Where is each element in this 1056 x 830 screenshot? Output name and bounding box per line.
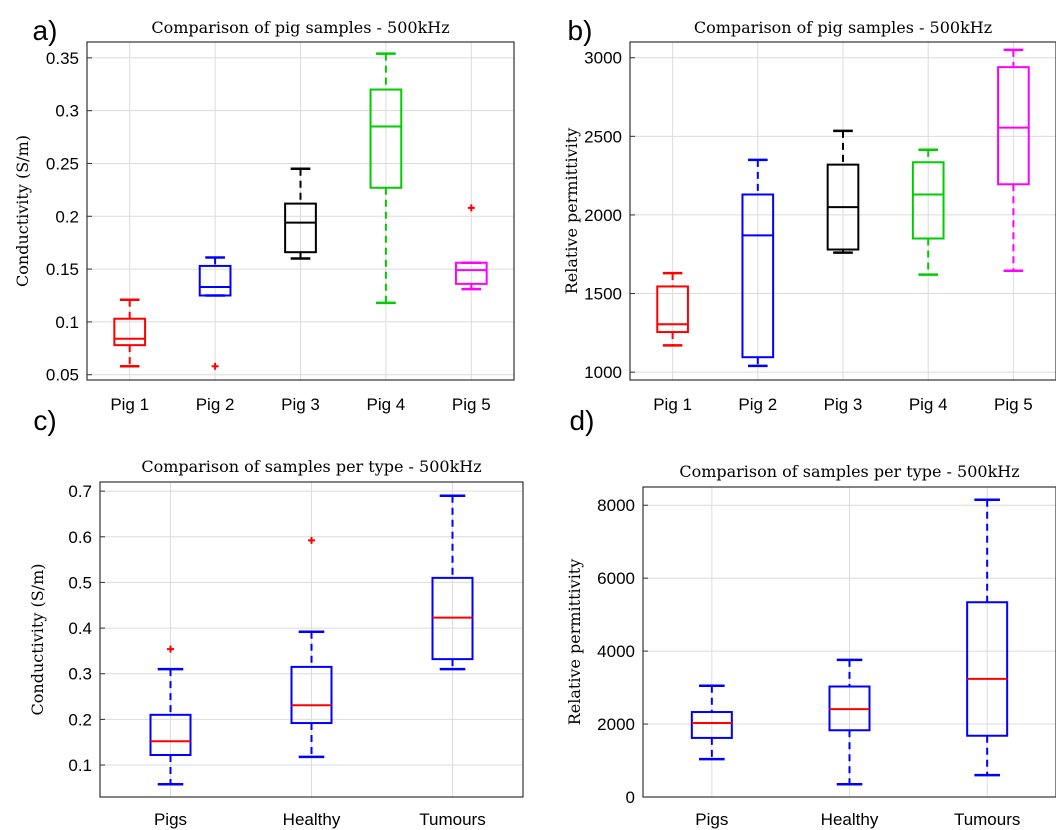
y-tick-label: 0.6: [68, 528, 92, 547]
outlier-point: [211, 362, 219, 370]
axes-frame: [86, 41, 515, 381]
box-iqr: [290, 665, 333, 725]
chart-title: Comparison of pig samples - 500kHz: [694, 18, 992, 37]
axes-frame: [99, 481, 524, 798]
x-tick-label: Pig 5: [452, 395, 491, 414]
chart-title: Comparison of samples per type - 500kHz: [679, 462, 1019, 481]
box-iqr: [690, 711, 733, 739]
y-tick-label: 8000: [597, 496, 635, 515]
box-iqr: [198, 264, 232, 297]
y-tick-label: 6000: [597, 569, 635, 588]
box-iqr: [741, 193, 775, 359]
panel-letter: b): [568, 15, 593, 46]
x-tick-label: Pig 4: [367, 395, 406, 414]
box-iqr: [966, 601, 1009, 737]
x-tick-label: Healthy: [283, 810, 341, 829]
y-tick-label: 1000: [584, 363, 622, 382]
x-tick-label: Pig 4: [909, 395, 948, 414]
x-tick-label: Pig 3: [281, 395, 320, 414]
panel-letter: d): [570, 405, 595, 436]
x-tick-label: Pig 2: [196, 395, 235, 414]
y-tick-label: 0.05: [46, 366, 79, 385]
y-tick-label: 0.2: [68, 710, 92, 729]
y-tick-label: 0.3: [55, 102, 79, 121]
outlier-point: [467, 204, 475, 212]
panel-letter: c): [33, 405, 56, 436]
x-tick-label: Tumours: [954, 810, 1020, 829]
y-tick-label: 2500: [584, 127, 622, 146]
x-tick-label: Tumours: [419, 810, 485, 829]
box-iqr: [656, 285, 689, 334]
box-iqr: [997, 66, 1030, 186]
y-axis-label: Conductivity (S/m): [13, 135, 32, 287]
y-tick-label: 0.35: [46, 49, 79, 68]
box-iqr: [369, 88, 403, 189]
y-tick-label: 1500: [584, 285, 622, 304]
y-tick-label: 0.25: [46, 154, 79, 173]
y-tick-label: 0.1: [55, 313, 79, 332]
y-tick-label: 0: [626, 788, 635, 807]
y-tick-label: 0.1: [68, 756, 92, 775]
y-axis-label: Relative permittivity: [562, 128, 581, 295]
y-tick-label: 2000: [584, 206, 622, 225]
y-axis-label: Conductivity (S/m): [28, 564, 47, 716]
y-tick-label: 0.3: [68, 665, 92, 684]
x-tick-label: Pigs: [154, 810, 187, 829]
outlier-point: [308, 536, 315, 544]
outlier-point: [167, 645, 174, 653]
y-axis-label: Relative permittivity: [565, 559, 584, 726]
chart-title: Comparison of pig samples - 500kHz: [151, 18, 449, 37]
x-tick-label: Pig 1: [653, 395, 692, 414]
y-tick-label: 2000: [597, 715, 635, 734]
y-tick-label: 4000: [597, 642, 635, 661]
box-iqr: [149, 713, 192, 757]
x-tick-label: Pig 2: [738, 395, 777, 414]
box-iqr: [113, 317, 147, 347]
x-tick-label: Pig 1: [110, 395, 149, 414]
x-tick-label: Healthy: [821, 810, 879, 829]
y-tick-label: 0.15: [46, 260, 79, 279]
x-tick-label: Pigs: [695, 810, 728, 829]
box-iqr: [284, 202, 317, 254]
y-tick-label: 0.5: [68, 573, 92, 592]
panel-letter: a): [33, 15, 58, 46]
x-tick-label: Pig 3: [824, 395, 863, 414]
y-tick-label: 0.2: [55, 207, 79, 226]
axes-frame: [642, 486, 1056, 798]
x-tick-label: Pig 5: [994, 395, 1033, 414]
box-iqr: [911, 161, 945, 240]
y-tick-label: 3000: [584, 49, 622, 68]
axes-frame: [629, 41, 1056, 381]
y-tick-label: 0.4: [68, 619, 92, 638]
chart-title: Comparison of samples per type - 500kHz: [141, 457, 481, 476]
box-iqr: [454, 261, 488, 285]
y-tick-label: 0.7: [68, 482, 92, 501]
